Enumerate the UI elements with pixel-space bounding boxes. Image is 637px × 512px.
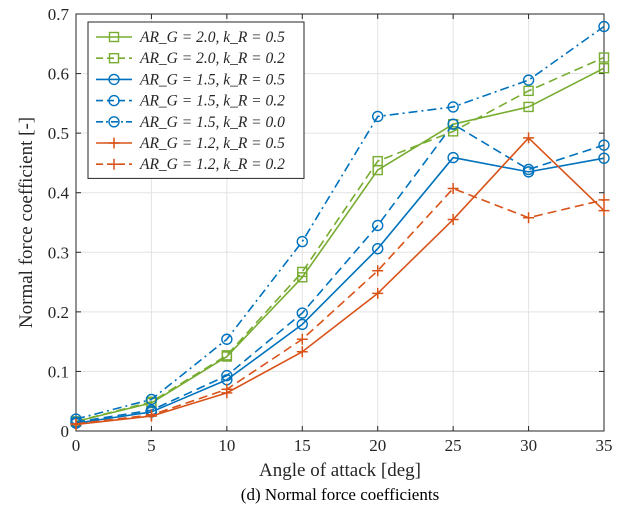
series-line [75,137,605,426]
x-tick-label: 30 [520,436,537,455]
y-tick-label: 0.4 [48,184,70,203]
legend-label: AR_G = 1.2, k_R = 0.5 [139,135,285,152]
plus-marker [523,212,535,224]
plus-marker [145,409,157,421]
plus-marker [447,183,459,195]
plus-marker [221,383,233,395]
circle-marker [108,94,120,107]
circle-marker [108,73,120,86]
legend-label: AR_G = 2.0, k_R = 0.2 [139,50,285,67]
circle-marker [447,118,459,130]
square-marker [297,266,308,278]
square-marker [523,101,534,113]
y-axis-label: Normal force coefficient [-] [16,117,37,328]
legend-entry: AR_G = 2.0, k_R = 0.5 [96,29,285,46]
square-marker [598,63,610,74]
circle-marker [221,369,233,382]
series-line [75,67,605,423]
series-line [75,123,605,423]
y-tick-label: 0 [61,422,70,441]
plus-marker [598,205,610,217]
legend: AR_G = 2.0, k_R = 0.5 AR_G = 2.0, k_R = 0… [87,21,305,179]
x-tick-label: 15 [294,436,311,455]
legend-label: AR_G = 2.0, k_R = 0.5 [139,29,285,46]
plus-marker [108,158,120,170]
tick-labels: 0 5 10 15 20 25 30 35 0 0.1 0.2 0.3 0.4 0.5 0.6 0.7 [48,5,613,455]
x-tick-label: 35 [596,436,613,455]
square-marker [372,155,383,167]
plus-marker [598,194,610,206]
legend-label: AR_G = 1.5, k_R = 0.5 [139,71,285,88]
legend-entry: AR_G = 1.5, k_R = 0.2 [96,93,285,110]
square-marker [598,52,610,63]
circle-marker [296,307,308,319]
circle-marker [108,116,120,128]
legend-entry: AR_G = 2.0, k_R = 0.2 [96,50,285,67]
plot-frame [75,13,605,432]
circle-marker [447,101,459,113]
plus-marker [372,287,384,299]
square-marker [108,31,120,43]
square-marker [108,53,120,64]
y-tick-label: 0.6 [48,65,69,84]
square-marker [523,85,534,97]
legend-label: AR_G = 1.5, k_R = 0.2 [139,93,285,110]
plus-marker [372,265,384,277]
plus-marker [523,132,535,144]
y-tick-label: 0.7 [48,5,70,24]
figure-caption: (d) Normal force coefficients [241,485,439,504]
circle-marker [372,243,384,255]
legend-label: AR_G = 1.2, k_R = 0.2 [139,156,285,173]
y-tick-label: 0.3 [48,243,69,262]
circle-marker [372,110,384,123]
circle-marker [598,152,610,164]
x-axis-label: Angle of attack [deg] [259,460,421,481]
series-line [75,56,605,423]
plus-marker [70,418,82,430]
circle-marker [221,333,233,345]
circle-marker [598,20,610,33]
plus-marker [108,137,120,149]
series-7 [70,183,610,430]
legend-entry: AR_G = 1.2, k_R = 0.2 [96,156,285,173]
circle-marker [522,163,535,176]
circle-marker [145,393,158,406]
plus-marker [296,346,308,358]
circle-marker [447,151,459,164]
circle-marker [296,235,308,248]
x-tick-label: 5 [147,436,156,455]
circle-marker [522,74,535,86]
y-tick-label: 0.2 [48,303,69,322]
axes [75,13,605,432]
circle-marker [598,139,610,151]
square-marker [221,350,233,361]
circle-marker [372,219,384,232]
legend-entry: AR_G = 1.5, k_R = 0.0 [96,114,285,131]
x-tick-label: 10 [218,436,235,455]
series-line [75,156,605,425]
x-tick-label: 20 [369,436,386,455]
series-5 [70,20,610,425]
plus-marker [447,214,459,226]
circle-marker [296,318,308,331]
x-tick-label: 0 [72,436,81,455]
y-tick-label: 0.5 [48,124,69,143]
series-4 [70,118,610,428]
plus-marker [296,333,308,345]
x-tick-label: 25 [445,436,462,455]
y-tick-label: 0.1 [48,362,69,381]
legend-label: AR_G = 1.5, k_R = 0.0 [139,114,285,131]
legend-entry: AR_G = 1.5, k_R = 0.5 [96,71,285,88]
series-group [70,20,610,430]
legend-entry: AR_G = 1.2, k_R = 0.5 [96,135,285,152]
series-line [75,187,605,425]
